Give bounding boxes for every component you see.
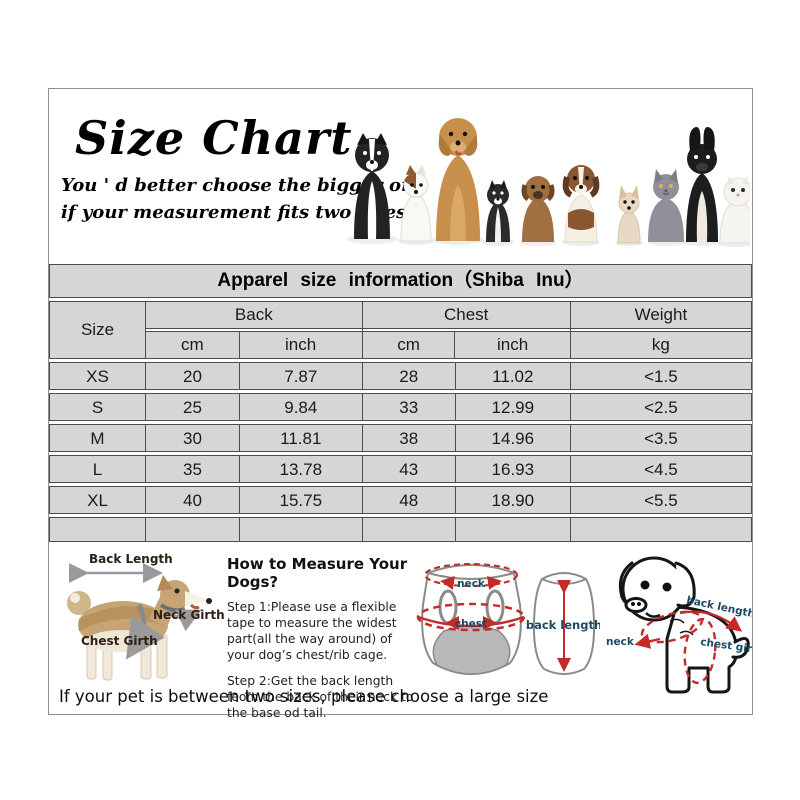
table-row-l: L 35 13.78 43 16.93 <4.5 (49, 455, 752, 483)
header-back-inch: inch (285, 335, 317, 354)
hero-section: Size Chart You ' d better choose the big… (49, 89, 752, 264)
hero-subtitle-line1: You ' d better choose the bigger one (61, 175, 426, 196)
cell-weight: <2.5 (644, 398, 678, 417)
measured-dog-icon: Back Length (67, 552, 225, 681)
header-size: Size (50, 302, 147, 358)
table-header: Size Back cm inch Chest cm inch Weight k… (49, 301, 752, 359)
measure-step1: Step 1:Please use a flexible tape to mea… (227, 600, 397, 662)
svg-text:Chest Girth: Chest Girth (81, 634, 158, 648)
cell-chest-cm: 28 (363, 363, 456, 389)
svg-text:Back Length: Back Length (89, 552, 173, 566)
cell-chest-inch: 14.96 (456, 425, 571, 451)
cell-back-cm (146, 518, 240, 541)
page-title: Size Chart (75, 111, 353, 165)
cell-back-inch (240, 518, 363, 541)
cell-size: S (50, 394, 147, 420)
cell-chest-cm: 33 (363, 394, 456, 420)
svg-text:neck: neck (457, 578, 486, 590)
cell-chest-inch: 11.02 (456, 363, 571, 389)
cell-size: XL (50, 487, 147, 513)
cell-chest-cm: 43 (363, 456, 456, 482)
black-white-puppy-icon (486, 180, 510, 242)
puppy-lineart-icon: neck back length chest girth (606, 556, 765, 694)
header-group-weight: Weight kg (570, 302, 751, 358)
header-group-chest: Chest cm inch (362, 302, 571, 358)
garment-front-back-icon: neck chest back length (416, 563, 602, 675)
header-back-cm: cm (146, 332, 240, 358)
border-collie-icon (354, 133, 390, 239)
cell-size: L (50, 456, 147, 482)
footer-note: If your pet is between two sizes, please… (59, 687, 549, 706)
cell-back-inch: 9.84 (240, 394, 363, 420)
cell-back-inch: 7.87 (240, 363, 363, 389)
cell-back-cm: 20 (146, 363, 240, 389)
pekingese-puppy-icon (521, 176, 555, 242)
table-row-m: M 30 11.81 38 14.96 <3.5 (49, 424, 752, 452)
puppy-figure: neck back length chest girth (600, 547, 765, 694)
header-weight: Weight (570, 302, 751, 329)
cell-size: M (50, 425, 147, 451)
hero-subtitle-line2: if your measurement fits two sizes . (61, 202, 419, 223)
size-chart-frame: Size Chart You ' d better choose the big… (48, 88, 765, 720)
measure-step2: Step 2:Get the back length feom the back… (227, 673, 414, 720)
cell-weight (571, 518, 751, 541)
cell-weight: <3.5 (644, 429, 678, 448)
svg-text:neck: neck (606, 636, 635, 648)
gray-cat-icon (648, 169, 684, 242)
cell-weight: <1.5 (644, 367, 678, 386)
cell-chest-cm: 38 (363, 425, 456, 451)
header-chest-inch: inch (497, 335, 529, 354)
cell-chest-cm: 48 (363, 487, 456, 513)
cell-back-inch: 11.81 (240, 425, 363, 451)
cell-back-cm: 40 (146, 487, 240, 513)
header-weight-kg: kg (651, 335, 670, 354)
table-row-xs: XS 20 7.87 28 11.02 <1.5 (49, 362, 752, 390)
table-title: Apparel size information（Shiba Inu） (49, 264, 752, 298)
size-table: Apparel size information（Shiba Inu） Size… (49, 264, 752, 542)
cell-back-inch: 13.78 (240, 456, 363, 482)
header-chest-cm: cm (363, 332, 456, 358)
cell-weight: <5.5 (644, 491, 678, 510)
beagle-puppy-icon (562, 165, 600, 243)
cell-chest-inch (456, 518, 571, 541)
header-chest: Chest (362, 302, 570, 329)
svg-text:chest: chest (455, 618, 487, 630)
cell-chest-inch: 12.99 (456, 394, 571, 420)
how-to-measure-text: How to Measure Your Dogs? Step 1:Please … (227, 547, 414, 720)
table-row-empty (49, 517, 752, 542)
cell-size: XS (50, 363, 147, 389)
pets-photo-illustration (347, 118, 750, 247)
garment-diagrams: neck chest back length (414, 547, 602, 693)
header-back: Back (146, 302, 362, 329)
measured-dog-figure: Back Length (49, 547, 227, 693)
french-bulldog-icon (686, 126, 718, 242)
cell-chest-inch: 16.93 (456, 456, 571, 482)
measure-heading: How to Measure Your Dogs? (227, 555, 408, 591)
measure-section: Back Length (49, 547, 765, 720)
cell-back-cm: 25 (146, 394, 240, 420)
cell-chest-cm (363, 518, 456, 541)
cell-back-inch: 15.75 (240, 487, 363, 513)
table-row-xl: XL 40 15.75 48 18.90 <5.5 (49, 486, 752, 514)
svg-text:Neck Girth: Neck Girth (153, 608, 225, 622)
cell-chest-inch: 18.90 (456, 487, 571, 513)
jack-russell-icon (400, 165, 432, 242)
table-row-s: S 25 9.84 33 12.99 <2.5 (49, 393, 752, 421)
cell-weight: <4.5 (644, 460, 678, 479)
white-persian-cat-icon (719, 176, 750, 244)
svg-text:back length: back length (526, 618, 600, 632)
chihuahua-icon (617, 185, 641, 244)
cell-back-cm: 30 (146, 425, 240, 451)
golden-retriever-icon (436, 118, 480, 241)
cell-size (50, 518, 147, 541)
cell-back-cm: 35 (146, 456, 240, 482)
header-group-back: Back cm inch (146, 302, 363, 358)
